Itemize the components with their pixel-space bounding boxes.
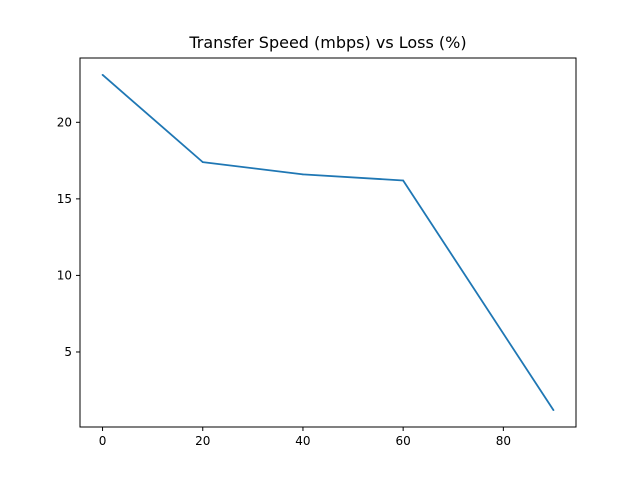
data-point xyxy=(101,73,104,76)
series-line xyxy=(101,74,555,411)
x-tick-label: 80 xyxy=(496,434,511,448)
x-axis: 0 20 40 60 80 xyxy=(99,427,511,448)
chart-title: Transfer Speed (mbps) vs Loss (%) xyxy=(188,33,466,52)
x-tick-label: 40 xyxy=(295,434,310,448)
x-tick-label: 60 xyxy=(396,434,411,448)
y-tick-label: 5 xyxy=(64,345,72,359)
x-tick-label: 0 xyxy=(99,434,107,448)
data-point xyxy=(402,179,405,182)
axes-frame xyxy=(79,57,577,428)
data-point xyxy=(201,161,204,164)
data-point xyxy=(302,173,304,176)
x-tick-label: 20 xyxy=(195,434,210,448)
y-tick-label: 20 xyxy=(57,115,72,129)
y-tick-label: 10 xyxy=(57,268,72,282)
y-tick-label: 15 xyxy=(57,192,72,206)
y-axis: 5 10 15 20 xyxy=(57,115,80,359)
data-point xyxy=(552,409,555,412)
series-layer xyxy=(101,73,555,412)
